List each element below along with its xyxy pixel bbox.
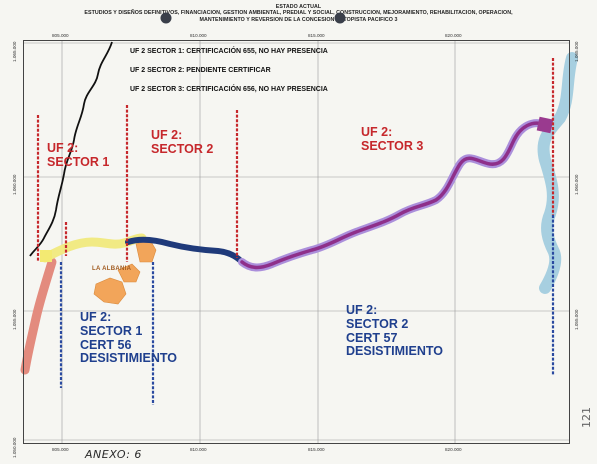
status-sector-3: UF 2 SECTOR 3: CERTIFICACIÓN 656, NO HAY… <box>130 86 328 93</box>
red-markers <box>36 58 555 262</box>
river-black <box>29 41 113 257</box>
easting-label-810000: 810.000 <box>190 33 207 38</box>
status-sector-1: UF 2 SECTOR 1: CERTIFICACIÓN 655, NO HAY… <box>130 48 328 55</box>
grid-lines <box>23 40 570 444</box>
easting-label-820000-bottom: 820.000 <box>445 447 462 452</box>
orange-area-2 <box>117 263 141 283</box>
orange-areas <box>93 239 157 305</box>
sector-bottom-1-line2: SECTOR 1 <box>80 323 143 338</box>
northing-label-1055000: 1.055.000 <box>12 309 17 330</box>
northing-label-1065000-right: 1.065.000 <box>574 41 579 62</box>
sector-top-3-line2: SECTOR 3 <box>361 138 424 153</box>
header-project-line: ESTUDIOS Y DISEÑOS DEFINITIVOS, FINANCIA… <box>84 10 513 17</box>
status-sector-2: UF 2 SECTOR 2: PENDIENTE CERTIFICAR <box>130 67 271 74</box>
route-purple <box>240 121 550 270</box>
easting-label-805000: 805.000 <box>52 33 69 38</box>
sector-top-2-line2: SECTOR 2 <box>151 141 214 156</box>
sector-bottom-1-line4: DESISTIMIENTO <box>80 351 178 366</box>
sector-bottom-2-line4: DESISTIMIENTO <box>346 344 444 359</box>
sector-label-top-1: UF 2: SECTOR 1 <box>47 141 110 169</box>
map-header: ESTADO ACTUAL ESTUDIOS Y DISEÑOS DEFINIT… <box>0 4 597 23</box>
yellow-block <box>40 250 52 262</box>
header-title: ESTADO ACTUAL <box>275 4 322 10</box>
sector-top-1-line2: SECTOR 1 <box>47 154 110 169</box>
route-navy <box>125 236 245 265</box>
sector-label-top-3: UF 2: SECTOR 3 <box>361 125 424 153</box>
northing-label-1050000: 1.050.000 <box>12 437 17 458</box>
sector-label-bottom-1: UF 2: SECTOR 1 CERT 56 DESISTIMIENTO <box>80 310 178 366</box>
sector-bottom-2-line2: SECTOR 2 <box>346 316 409 331</box>
easting-label-815000-bottom: 815.000 <box>308 447 325 452</box>
sector-bottom-2-line1: UF 2: <box>346 303 378 317</box>
easting-label-820000: 820.000 <box>445 33 462 38</box>
sector-label-bottom-2: UF 2: SECTOR 2 CERT 57 DESISTIMIENTO <box>346 303 444 359</box>
sector-top-2-line1: UF 2: <box>151 128 183 142</box>
header-dot-left <box>160 12 172 24</box>
northing-label-1065000: 1.065.000 <box>12 41 17 62</box>
easting-label-815000: 815.000 <box>308 33 325 38</box>
blue-markers <box>59 215 555 405</box>
header-concession-line: MANTENIMIENTO Y REVERSION DE LA CONCESIO… <box>199 16 398 23</box>
sector-top-3-line1: UF 2: <box>361 125 393 139</box>
route-salmon <box>20 257 57 375</box>
northing-label-1060000-right: 1.060.000 <box>574 174 579 195</box>
page-number: 121 <box>580 407 593 428</box>
header-dot-right <box>334 12 346 24</box>
sector-bottom-1-line3: CERT 56 <box>80 337 132 352</box>
map-frame <box>23 40 570 444</box>
sector-label-top-2: UF 2: SECTOR 2 <box>151 128 214 156</box>
orange-area-1 <box>93 277 127 305</box>
easting-label-810000-bottom: 810.000 <box>190 447 207 452</box>
sector-top-1-line1: UF 2: <box>47 141 79 155</box>
northing-label-1060000: 1.060.000 <box>12 174 17 195</box>
route-end-block <box>536 116 554 134</box>
annex-label: ANEXO: 6 <box>85 448 142 461</box>
northing-label-1055000-right: 1.055.000 <box>574 309 579 330</box>
easting-label-805000-bottom: 805.000 <box>52 447 69 452</box>
place-label: LA ALBANIA <box>92 266 132 272</box>
sector-bottom-1-line1: UF 2: <box>80 310 112 324</box>
sector-bottom-2-line3: CERT 57 <box>346 330 398 345</box>
